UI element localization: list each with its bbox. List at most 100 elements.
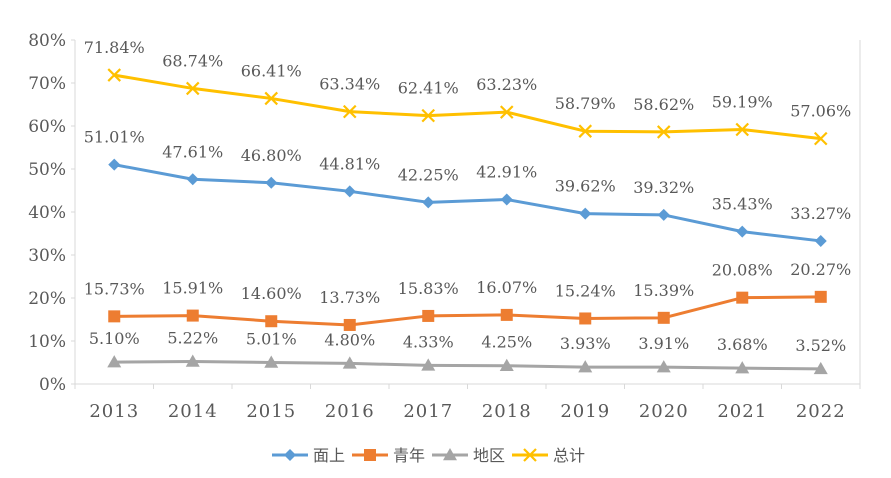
data-label-x: 66.41% — [241, 61, 302, 80]
legend-label-diamond: 面上 — [313, 446, 345, 465]
data-label-diamond: 35.43% — [712, 195, 773, 214]
y-tick-label: 40% — [28, 203, 66, 223]
data-point-diamond — [736, 225, 749, 238]
data-point-square — [657, 311, 670, 324]
data-label-diamond: 46.80% — [241, 146, 302, 165]
data-point-triangle — [578, 360, 593, 373]
x-tick-label: 2020 — [639, 401, 689, 422]
data-point-diamond — [422, 196, 435, 209]
data-point-square — [343, 318, 356, 331]
data-point-triangle — [342, 356, 357, 369]
data-point-x — [185, 81, 200, 96]
data-point-triangle — [813, 361, 828, 375]
data-label-diamond: 39.62% — [555, 177, 616, 196]
data-point-triangle — [735, 361, 750, 374]
x-tick-label: 2021 — [717, 401, 767, 422]
data-label-x: 58.79% — [555, 94, 616, 113]
data-label-triangle: 5.01% — [246, 329, 297, 348]
data-point-diamond — [500, 193, 513, 206]
data-point-x — [656, 125, 671, 139]
legend-item-square: 青年 — [352, 446, 425, 465]
data-label-diamond: 44.81% — [319, 154, 380, 173]
data-point-square — [422, 309, 435, 322]
x-tick-label: 2017 — [403, 401, 453, 422]
data-point-triangle — [499, 358, 514, 371]
data-point-square — [736, 291, 749, 304]
x-tick-label: 2013 — [89, 401, 139, 422]
data-point-square — [814, 290, 827, 303]
y-tick-label: 20% — [28, 289, 66, 309]
data-point-square — [500, 308, 513, 321]
data-point-x — [264, 91, 279, 106]
data-label-triangle: 3.91% — [638, 334, 689, 353]
legend-label-x: 总计 — [553, 446, 585, 465]
data-label-square: 20.08% — [712, 261, 773, 280]
data-label-x: 59.19% — [712, 92, 773, 111]
legend-marker-diamond — [284, 449, 296, 461]
data-label-triangle: 3.68% — [717, 335, 768, 354]
data-point-x — [578, 124, 593, 138]
data-label-diamond: 33.27% — [790, 204, 851, 223]
data-point-triangle — [656, 360, 671, 373]
y-tick-label: 80% — [28, 31, 66, 51]
legend-label-triangle: 地区 — [473, 446, 505, 465]
data-label-square: 20.27% — [790, 260, 851, 279]
axis-layer: 0% 10% 20% 30% 40% 50% 60% 70% 80% 2013 2014 2015 20… — [28, 31, 861, 422]
data-label-x: 57.06% — [790, 102, 851, 121]
data-point-diamond — [108, 158, 121, 171]
data-label-square: 14.60% — [241, 284, 302, 303]
y-tick-label: 70% — [28, 74, 66, 94]
legend-item-diamond: 面上 — [272, 446, 345, 465]
data-label-square: 15.39% — [633, 281, 694, 300]
x-tick-label: 2015 — [246, 401, 296, 422]
x-tick-label: 2018 — [482, 401, 532, 422]
data-point-triangle — [107, 355, 122, 368]
data-point-square — [579, 312, 592, 325]
legend-marker-triangle — [443, 448, 457, 461]
y-tick-label: 0% — [39, 375, 66, 395]
data-point-x — [342, 104, 357, 119]
y-tick-label: 10% — [28, 332, 66, 352]
data-label-square: 15.73% — [84, 279, 145, 298]
legend-marker-x — [523, 448, 537, 462]
legend-marker-square — [364, 449, 376, 461]
data-label-x: 63.34% — [319, 75, 380, 94]
legend-label-square: 青年 — [393, 446, 425, 465]
data-label-square: 13.73% — [319, 288, 380, 307]
data-label-square: 15.91% — [162, 279, 223, 298]
y-tick-label: 60% — [28, 117, 66, 137]
data-point-x — [735, 122, 750, 137]
data-point-x — [421, 108, 436, 123]
series-line-diamond — [113, 163, 821, 243]
data-point-x — [813, 131, 828, 146]
data-point-x — [499, 105, 514, 119]
data-label-x: 71.84% — [84, 38, 145, 57]
data-label-square: 16.07% — [476, 278, 537, 297]
data-label-triangle: 4.80% — [324, 330, 375, 349]
legend-item-x: 总计 — [512, 446, 585, 465]
data-point-diamond — [579, 207, 592, 220]
data-point-square — [108, 310, 121, 323]
data-label-x: 58.62% — [633, 95, 694, 114]
legend: 面上 青年 地区 总计 — [272, 446, 585, 465]
x-tick-label: 2016 — [325, 401, 375, 422]
y-tick-label: 30% — [28, 246, 66, 266]
data-point-diamond — [814, 234, 827, 247]
data-label-diamond: 47.61% — [162, 142, 223, 161]
data-label-x: 68.74% — [162, 51, 223, 70]
series-line-x — [113, 73, 821, 141]
data-label-triangle: 5.10% — [89, 329, 140, 348]
data-label-triangle: 4.33% — [403, 332, 454, 351]
data-label-x: 63.23% — [476, 75, 537, 94]
series-line-square — [114, 295, 821, 327]
y-tick-label: 50% — [28, 160, 66, 180]
data-label-triangle: 5.22% — [167, 329, 218, 348]
data-label-layer: 51.01% 47.61% 46.80% 44.81% 42.25% 42.91% 39.6… — [84, 38, 852, 355]
data-label-square: 15.24% — [555, 281, 616, 300]
data-label-triangle: 3.52% — [795, 336, 846, 355]
data-label-diamond: 39.32% — [633, 178, 694, 197]
data-label-triangle: 4.25% — [481, 333, 532, 352]
x-tick-label: 2014 — [168, 401, 218, 422]
series-layer — [107, 68, 828, 375]
